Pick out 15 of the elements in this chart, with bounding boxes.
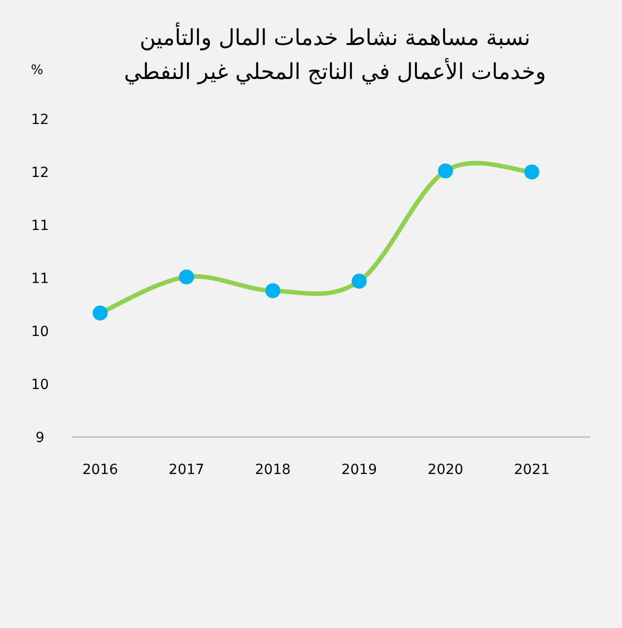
- y-tick-label: 12: [31, 112, 49, 128]
- y-tick-label: 11: [31, 218, 49, 234]
- x-tick-label: 2019: [341, 462, 377, 478]
- y-tick-label: 10: [31, 377, 49, 393]
- x-tick-label: 2021: [514, 462, 550, 478]
- y-tick-label: 12: [31, 165, 49, 181]
- y-tick-label: 10: [31, 324, 49, 340]
- y-axis-title: %: [30, 63, 44, 78]
- chart-title: نسبة مساهمة نشاط خدمات المال والتأمين وخدمات الأعمال في الناتج المحلي غير النفطي: [122, 22, 548, 87]
- y-tick-label: 9: [36, 430, 44, 446]
- x-tick-label: 2017: [168, 462, 204, 478]
- y-tick-label: 11: [31, 271, 49, 287]
- x-tick-label: 2016: [82, 462, 118, 478]
- x-tick-label: 2018: [255, 462, 291, 478]
- x-tick-label: 2020: [428, 462, 464, 478]
